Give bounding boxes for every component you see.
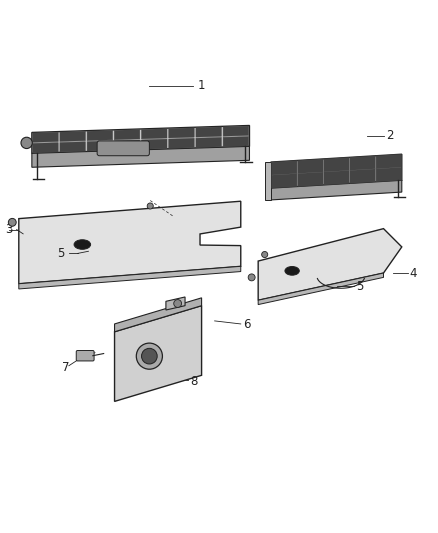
Polygon shape [141, 128, 167, 139]
Ellipse shape [285, 266, 299, 275]
Ellipse shape [74, 240, 91, 249]
Polygon shape [87, 131, 113, 141]
Polygon shape [350, 156, 375, 171]
Polygon shape [114, 140, 140, 150]
Polygon shape [60, 131, 85, 141]
Polygon shape [19, 266, 241, 289]
Polygon shape [87, 141, 113, 151]
Polygon shape [376, 167, 401, 182]
Polygon shape [32, 125, 250, 154]
Circle shape [248, 274, 255, 281]
Polygon shape [60, 142, 85, 152]
Text: 3: 3 [5, 223, 12, 236]
Polygon shape [271, 180, 402, 200]
Circle shape [147, 203, 153, 209]
Circle shape [174, 300, 182, 308]
Polygon shape [258, 229, 402, 300]
Polygon shape [298, 172, 323, 187]
Circle shape [21, 137, 32, 149]
Polygon shape [141, 139, 167, 149]
FancyBboxPatch shape [97, 141, 149, 156]
Circle shape [136, 343, 162, 369]
Text: 4: 4 [410, 266, 417, 279]
Polygon shape [258, 273, 384, 304]
Polygon shape [169, 128, 194, 138]
Polygon shape [196, 138, 221, 148]
Text: 2: 2 [387, 129, 394, 142]
Circle shape [141, 349, 157, 364]
Polygon shape [223, 136, 249, 147]
Text: 8: 8 [191, 375, 198, 388]
Polygon shape [33, 142, 58, 153]
Polygon shape [265, 162, 271, 200]
Polygon shape [196, 127, 221, 137]
Polygon shape [223, 126, 249, 136]
FancyBboxPatch shape [76, 351, 94, 361]
Text: 1: 1 [197, 79, 205, 92]
Polygon shape [115, 305, 201, 401]
Polygon shape [19, 201, 241, 284]
Circle shape [261, 252, 268, 257]
Text: 5: 5 [356, 280, 364, 293]
Polygon shape [169, 138, 194, 148]
Text: 7: 7 [62, 361, 70, 374]
Polygon shape [324, 171, 349, 185]
Polygon shape [32, 147, 250, 167]
Text: 5: 5 [57, 247, 64, 260]
Text: 6: 6 [243, 318, 251, 332]
Polygon shape [33, 132, 58, 142]
Polygon shape [166, 297, 185, 310]
Polygon shape [272, 160, 297, 175]
Circle shape [8, 219, 16, 226]
Polygon shape [115, 298, 201, 332]
Polygon shape [376, 155, 401, 169]
Polygon shape [114, 130, 140, 140]
Polygon shape [350, 169, 375, 183]
Polygon shape [272, 174, 297, 188]
Polygon shape [271, 154, 402, 188]
Polygon shape [324, 157, 349, 172]
Polygon shape [298, 159, 323, 173]
